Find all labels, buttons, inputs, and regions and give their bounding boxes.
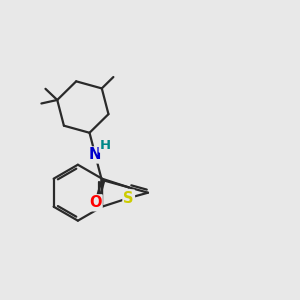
Text: N: N: [89, 148, 101, 163]
Text: O: O: [89, 195, 102, 210]
Text: H: H: [100, 139, 111, 152]
Text: S: S: [123, 190, 134, 206]
